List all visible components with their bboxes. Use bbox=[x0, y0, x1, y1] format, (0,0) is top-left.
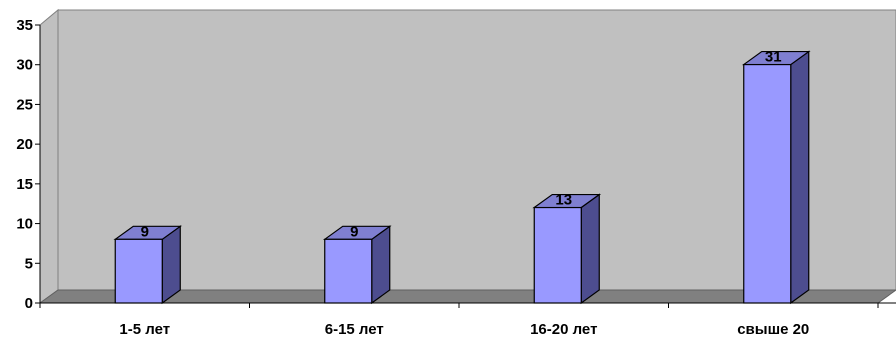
data-label: 31 bbox=[765, 49, 782, 66]
y-tick-label: 20 bbox=[16, 136, 33, 153]
category-label: 16-20 лет bbox=[530, 321, 597, 338]
bar-front bbox=[743, 63, 792, 304]
y-tick-label: 30 bbox=[16, 57, 33, 74]
bar bbox=[322, 225, 392, 305]
data-labels: 9 9 13 31 bbox=[141, 49, 782, 241]
bar bbox=[113, 225, 183, 305]
bar-series bbox=[113, 50, 811, 305]
y-tick-label: 5 bbox=[25, 255, 33, 272]
data-label: 13 bbox=[555, 192, 572, 209]
data-label: 9 bbox=[141, 223, 149, 240]
bar-front bbox=[324, 238, 373, 304]
y-tick-label: 25 bbox=[16, 96, 33, 113]
y-tick-label: 10 bbox=[16, 216, 33, 233]
bar-front bbox=[114, 238, 163, 304]
category-label: 6-15 лет bbox=[325, 321, 384, 338]
bar-front bbox=[533, 206, 582, 304]
y-tick-label: 0 bbox=[25, 295, 33, 312]
y-tick-label: 15 bbox=[16, 176, 33, 193]
y-tick-label: 35 bbox=[16, 17, 33, 34]
category-labels: 1-5 лет 6-15 лет 16-20 лет свыше 20 bbox=[119, 321, 809, 338]
bar-side bbox=[580, 193, 600, 305]
category-label: свыше 20 bbox=[737, 321, 809, 338]
bar bbox=[532, 193, 602, 305]
chart-left-wall bbox=[39, 8, 59, 304]
x-axis-ticks bbox=[39, 303, 879, 308]
category-label: 1-5 лет bbox=[119, 321, 170, 338]
y-axis-ticks: 0 5 10 15 20 25 30 35 bbox=[16, 17, 40, 312]
bar-side bbox=[790, 50, 810, 305]
bar bbox=[741, 50, 811, 305]
data-label: 9 bbox=[350, 223, 358, 240]
